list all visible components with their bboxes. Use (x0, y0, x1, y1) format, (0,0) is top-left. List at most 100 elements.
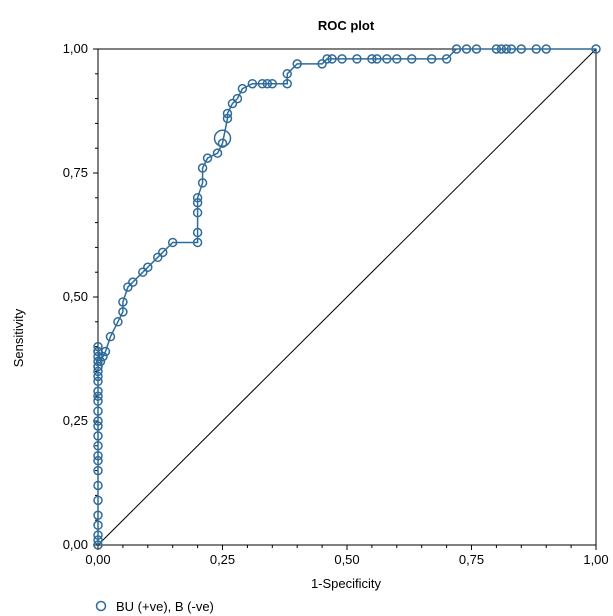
optimal-cutoff-marker (213, 129, 232, 148)
roc-point (98, 351, 108, 362)
roc-point (406, 54, 417, 64)
roc-point (471, 44, 482, 54)
roc-point (292, 59, 302, 69)
roc-point (192, 227, 203, 238)
roc-point (93, 406, 103, 416)
axis-ticks: 0,000,00 0,25 0,25 0,50 0,50 0,75 0,75 1,00 1,00 (63, 41, 609, 567)
roc-point (93, 386, 103, 396)
roc-point (337, 54, 347, 64)
roc-point (227, 98, 238, 109)
roc-point (118, 307, 128, 317)
roc-point (93, 535, 103, 545)
roc-point (93, 495, 103, 506)
roc-point (95, 356, 106, 367)
roc-point (451, 44, 462, 54)
roc-point (531, 44, 541, 54)
roc-point (192, 198, 203, 208)
y-axis-title: Sensitivity (11, 308, 26, 367)
plot-area (97, 48, 597, 546)
x-tick-label: 0,75 (459, 552, 484, 567)
roc-point (93, 351, 103, 362)
roc-point (118, 297, 128, 307)
legend: BU (+ve), B (-ve) (95, 599, 214, 614)
roc-point (93, 520, 103, 530)
roc-point (392, 54, 402, 64)
roc-point (501, 44, 512, 54)
roc-point (367, 54, 377, 64)
roc-point (192, 237, 203, 248)
roc-point (496, 44, 507, 54)
roc-point (441, 54, 452, 64)
roc-point (217, 138, 228, 148)
roc-point (93, 341, 103, 352)
roc-point (138, 267, 148, 277)
roc-point (192, 193, 203, 203)
roc-point (322, 54, 332, 64)
roc-point (93, 361, 103, 372)
roc-point (93, 371, 103, 382)
roc-point (93, 540, 103, 550)
roc-point (143, 262, 153, 272)
x-tick-label: 0,00 (85, 552, 110, 567)
roc-point (100, 346, 111, 357)
legend-label: BU (+ve), B (-ve) (116, 599, 214, 614)
roc-point (262, 78, 273, 89)
roc-point (372, 54, 382, 64)
roc-point (93, 366, 103, 377)
x-tick-label: 1,00 (583, 552, 608, 567)
roc-point (247, 78, 258, 89)
roc-point (105, 331, 116, 342)
x-tick-label: 0,25 (210, 552, 235, 567)
roc-point (516, 44, 527, 54)
roc-point (123, 282, 133, 292)
y-tick-label: 0,75 (63, 165, 88, 180)
roc-point (157, 247, 168, 258)
roc-point (461, 44, 472, 54)
roc-point (197, 178, 208, 188)
roc-point (192, 207, 203, 218)
roc-point (352, 54, 362, 64)
roc-point (506, 44, 517, 54)
roc-point (212, 148, 223, 158)
roc-point (541, 44, 551, 54)
roc-point (93, 441, 103, 451)
roc-point (113, 317, 123, 327)
roc-point (202, 153, 213, 163)
roc-point (93, 391, 103, 401)
roc-point (317, 59, 327, 69)
legend-marker-icon (95, 600, 107, 612)
diagonal-reference-line (97, 48, 597, 546)
roc-point (382, 54, 392, 64)
roc-point (93, 396, 103, 406)
roc-point (197, 163, 208, 173)
roc-point (93, 431, 103, 441)
series-points (93, 44, 601, 550)
roc-point (93, 455, 103, 466)
y-tick-label: 0,00 (63, 537, 88, 552)
roc-point (232, 93, 243, 104)
roc-point (93, 416, 103, 426)
roc-point (93, 450, 103, 461)
x-axis-title: 1-Specificity (311, 576, 382, 591)
roc-point (257, 78, 268, 89)
y-tick-label: 1,00 (63, 41, 88, 56)
x-tick-label: 0,50 (334, 552, 359, 567)
chart-title: ROC plot (318, 18, 375, 33)
roc-point (222, 113, 233, 124)
roc-point (93, 376, 103, 387)
roc-point (491, 44, 502, 54)
roc-point (93, 480, 103, 491)
roc-point (93, 510, 103, 520)
roc-point (426, 54, 437, 64)
roc-point (93, 465, 103, 476)
roc-point (282, 69, 292, 79)
roc-point (167, 237, 178, 248)
roc-point (282, 78, 292, 89)
roc-point (153, 252, 163, 263)
roc-point (128, 277, 138, 287)
roc-point (93, 421, 103, 431)
roc-point (237, 83, 248, 94)
roc-point (327, 54, 337, 64)
roc-point (222, 108, 233, 119)
